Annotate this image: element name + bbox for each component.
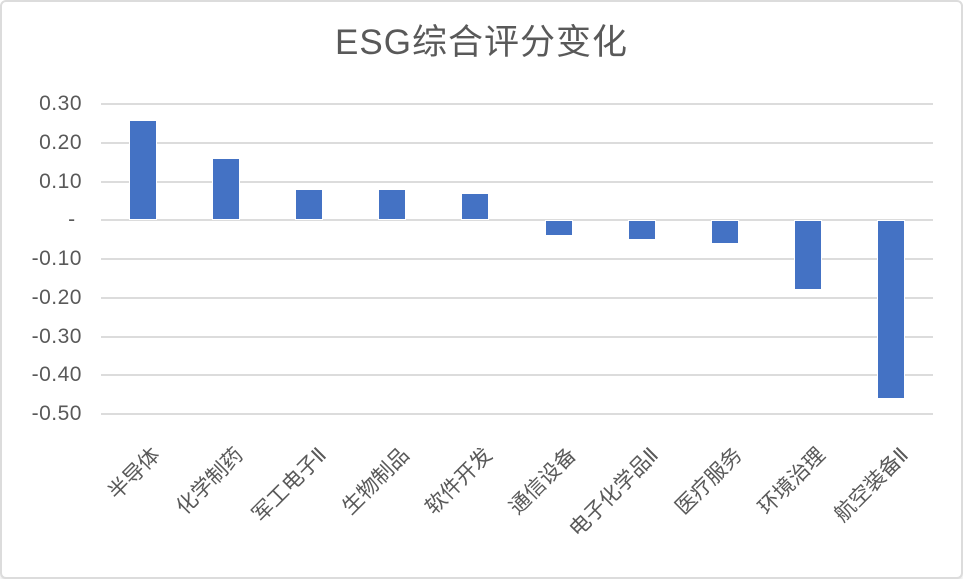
y-axis-tick-label: -0.30 — [31, 324, 82, 348]
gridline — [101, 413, 933, 415]
x-axis-label: 通信设备 — [504, 443, 581, 520]
bar-2 — [211, 158, 240, 221]
x-axis-label: 生物制品 — [338, 443, 415, 520]
x-axis-label: 环境治理 — [754, 443, 831, 520]
x-axis-label: 化学制药 — [171, 443, 248, 520]
x-axis-label: 软件开发 — [421, 443, 498, 520]
bar-7 — [627, 220, 656, 240]
bar-3 — [295, 189, 323, 221]
gridline — [101, 141, 933, 144]
bar-10 — [877, 220, 906, 399]
y-axis-tick-label: -0.10 — [31, 247, 82, 270]
plot-area — [101, 103, 933, 415]
bar-6 — [544, 220, 573, 236]
y-axis-tick-label: -0.40 — [31, 363, 82, 387]
x-axis-label: 医疗服务 — [671, 443, 747, 520]
y-axis: 0.30 0.20 0.10 - -0.10 -0.20 -0.30 -0.40 -0.50 — [2, 2, 82, 577]
y-axis-tick-label: 0.10 — [39, 169, 82, 193]
gridline — [101, 258, 933, 260]
y-axis-tick-label: - — [68, 208, 82, 232]
bar-8 — [711, 220, 739, 244]
x-axis-label: 航空装备Ⅱ — [830, 443, 914, 527]
y-axis-tick-label: 0.30 — [39, 92, 82, 115]
x-axis-label: 半导体 — [103, 443, 165, 505]
y-axis-tick-label: -0.20 — [31, 285, 82, 309]
chart-title: ESG综合评分变化 — [335, 23, 628, 62]
gridline — [101, 335, 933, 338]
bar-4 — [378, 189, 407, 221]
bar-9 — [794, 220, 823, 290]
y-axis-tick-label: -0.50 — [31, 402, 82, 425]
y-axis-tick-label: 0.20 — [39, 130, 82, 154]
gridline — [101, 103, 933, 105]
gridline — [101, 219, 933, 222]
gridline — [101, 180, 933, 183]
bar-5 — [461, 193, 490, 221]
x-axis-label: 军工电子Ⅱ — [247, 443, 331, 527]
bar-1 — [128, 119, 157, 221]
x-axis-label: 电子化学品Ⅱ — [565, 443, 664, 542]
gridline — [101, 374, 933, 377]
gridline — [101, 296, 933, 299]
